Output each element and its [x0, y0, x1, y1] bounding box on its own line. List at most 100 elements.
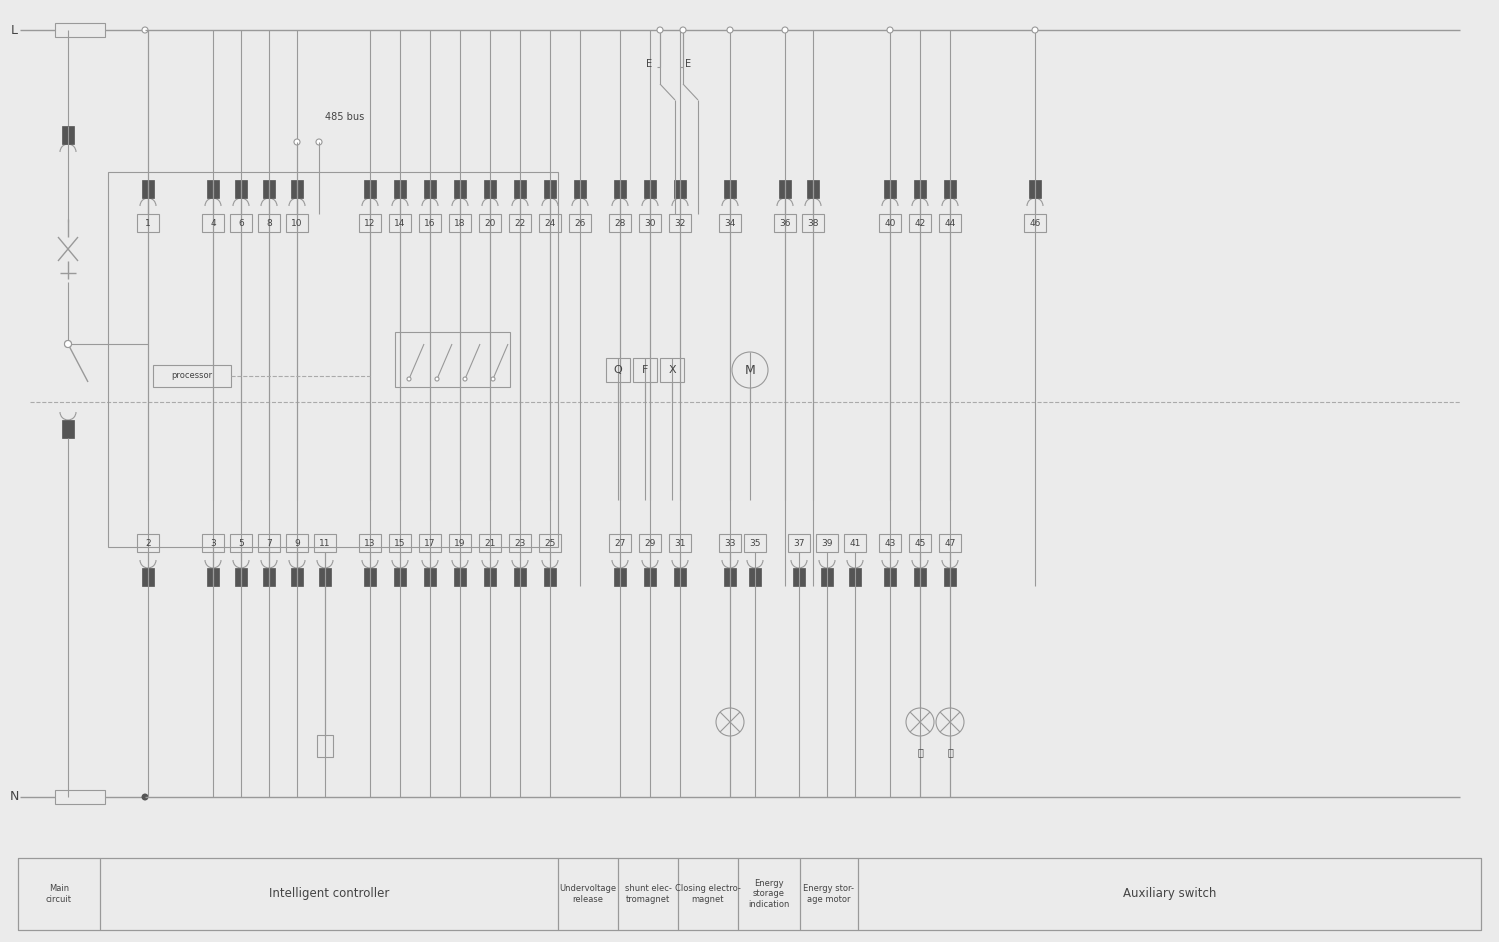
Text: Auxiliary switch: Auxiliary switch: [1123, 887, 1216, 901]
Text: 29: 29: [645, 539, 655, 547]
Bar: [364, 180, 376, 198]
Circle shape: [1031, 27, 1037, 33]
Text: Energy
storage
indication: Energy storage indication: [748, 879, 790, 909]
Bar: [615, 180, 627, 198]
Text: 26: 26: [574, 219, 586, 228]
Bar: [394, 180, 406, 198]
Circle shape: [64, 340, 72, 348]
Text: 34: 34: [724, 219, 736, 228]
Text: 35: 35: [750, 539, 761, 547]
Text: 33: 33: [724, 539, 736, 547]
Bar: [944, 568, 956, 586]
Text: 44: 44: [944, 219, 956, 228]
Bar: [938, 534, 961, 552]
Text: 2: 2: [145, 539, 151, 547]
Bar: [848, 568, 860, 586]
Bar: [574, 180, 586, 198]
Bar: [229, 534, 252, 552]
Text: E: E: [685, 59, 691, 69]
Bar: [678, 858, 738, 930]
Text: 4: 4: [210, 219, 216, 228]
Circle shape: [294, 139, 300, 145]
Text: 10: 10: [291, 219, 303, 228]
Bar: [202, 534, 223, 552]
Bar: [396, 332, 510, 387]
Circle shape: [64, 340, 72, 348]
Text: 分: 分: [917, 747, 923, 757]
Bar: [358, 214, 381, 232]
Bar: [286, 214, 307, 232]
Bar: [61, 420, 73, 438]
Bar: [724, 180, 736, 198]
Bar: [639, 534, 661, 552]
Circle shape: [435, 377, 439, 381]
Text: 32: 32: [675, 219, 685, 228]
Bar: [262, 180, 274, 198]
Text: 15: 15: [394, 539, 406, 547]
Bar: [618, 858, 678, 930]
Circle shape: [657, 27, 663, 33]
Text: 43: 43: [884, 539, 896, 547]
Text: 18: 18: [454, 219, 466, 228]
Bar: [606, 358, 630, 382]
Text: Closing electro-
magnet: Closing electro- magnet: [675, 885, 741, 903]
Bar: [480, 214, 501, 232]
Bar: [313, 534, 336, 552]
Circle shape: [782, 27, 788, 33]
Bar: [908, 214, 931, 232]
Text: processor: processor: [171, 371, 213, 381]
Text: 12: 12: [364, 219, 376, 228]
Bar: [609, 214, 631, 232]
Bar: [480, 534, 501, 552]
Circle shape: [681, 27, 687, 33]
Bar: [779, 180, 791, 198]
Text: 20: 20: [484, 219, 496, 228]
Bar: [390, 214, 411, 232]
Bar: [55, 790, 105, 804]
Bar: [821, 568, 833, 586]
Text: 3: 3: [210, 539, 216, 547]
Text: 22: 22: [514, 219, 526, 228]
Text: 13: 13: [364, 539, 376, 547]
Bar: [544, 180, 556, 198]
Bar: [669, 534, 691, 552]
Text: 9: 9: [294, 539, 300, 547]
Text: 46: 46: [1030, 219, 1040, 228]
Bar: [878, 214, 901, 232]
Text: Main
circuit: Main circuit: [46, 885, 72, 903]
Bar: [394, 568, 406, 586]
Bar: [1024, 214, 1046, 232]
Text: 30: 30: [645, 219, 655, 228]
Bar: [1028, 180, 1040, 198]
Bar: [800, 858, 857, 930]
Text: X: X: [669, 365, 676, 375]
Bar: [815, 534, 838, 552]
Bar: [450, 534, 471, 552]
Bar: [420, 214, 441, 232]
Text: 40: 40: [884, 219, 896, 228]
Text: 14: 14: [394, 219, 406, 228]
Bar: [938, 214, 961, 232]
Bar: [806, 180, 818, 198]
Text: F: F: [642, 365, 648, 375]
Bar: [235, 568, 247, 586]
Bar: [424, 180, 436, 198]
Bar: [914, 180, 926, 198]
Text: 24: 24: [544, 219, 556, 228]
Text: 37: 37: [793, 539, 805, 547]
Text: M: M: [745, 364, 755, 377]
Text: shunt elec-
tromagnet: shunt elec- tromagnet: [625, 885, 672, 903]
Bar: [802, 214, 824, 232]
Circle shape: [492, 377, 495, 381]
Bar: [884, 568, 896, 586]
Circle shape: [316, 139, 322, 145]
Bar: [540, 534, 561, 552]
Bar: [857, 858, 1481, 930]
Bar: [914, 568, 926, 586]
Circle shape: [141, 793, 148, 801]
Bar: [510, 534, 531, 552]
Bar: [136, 214, 159, 232]
Text: 38: 38: [808, 219, 818, 228]
Bar: [514, 568, 526, 586]
Bar: [544, 568, 556, 586]
